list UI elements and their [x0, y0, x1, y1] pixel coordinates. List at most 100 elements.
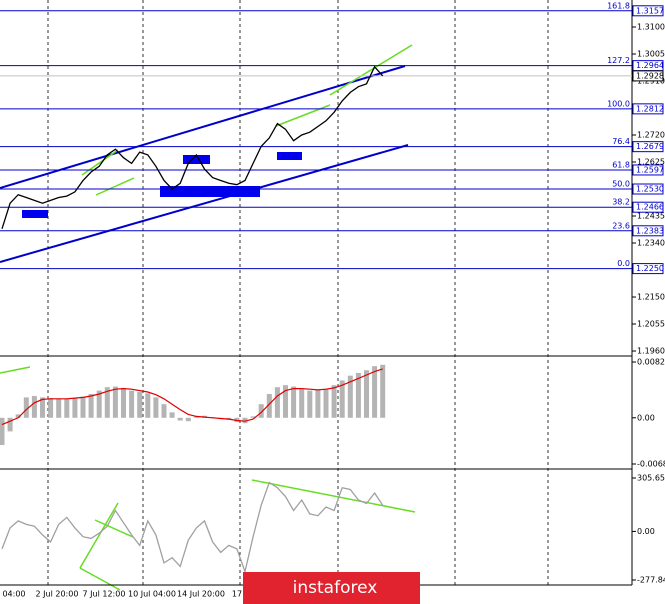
price-label: 1.2530	[636, 185, 664, 194]
histogram-bar	[331, 385, 337, 418]
last-label: 1.2928	[636, 71, 664, 80]
watermark-box	[243, 572, 420, 604]
channel-lower	[0, 144, 409, 263]
histogram-bar	[72, 398, 78, 418]
x-tick-label: 2 Jul 20:00	[36, 590, 79, 599]
histogram-bar	[258, 404, 264, 418]
fib-ratio: 161.8	[607, 1, 630, 10]
zone	[183, 155, 210, 164]
histogram-bar	[88, 394, 94, 418]
fib-ratio: 127.2	[607, 56, 630, 65]
trend-line	[79, 502, 119, 569]
histogram-bar	[121, 387, 126, 418]
histogram-bar	[40, 397, 45, 418]
x-tick-label: 7 Jul 12:00	[83, 590, 126, 599]
histogram-bar	[23, 397, 29, 418]
histogram-bar	[299, 389, 305, 418]
histogram-bar	[323, 388, 329, 418]
fib-ratio: 38.2	[612, 198, 630, 207]
histogram-bar	[0, 417, 5, 445]
histogram-bar	[193, 416, 199, 418]
histogram-bar	[307, 390, 313, 418]
zone	[22, 210, 48, 218]
histogram-bar	[161, 404, 167, 418]
histogram-bar	[347, 375, 353, 418]
price-label: 1.2812	[636, 104, 664, 113]
histogram-bar	[56, 398, 62, 418]
y-tick-label: 1.2340	[637, 239, 665, 248]
histogram-bar	[234, 417, 240, 422]
histogram-bar	[380, 364, 386, 418]
price-box	[632, 103, 664, 115]
histogram-bar	[339, 380, 345, 418]
y-tick-label: 0.00	[637, 527, 655, 536]
zone	[160, 186, 260, 197]
histogram-bar	[355, 372, 361, 418]
histogram-bar	[242, 417, 248, 424]
signal-line	[1, 368, 383, 426]
histogram-bar	[129, 390, 135, 418]
y-tick-label: -277.841	[637, 576, 665, 585]
histogram-bar	[274, 387, 280, 418]
histogram-bar	[185, 417, 191, 422]
price-box	[632, 141, 664, 153]
y-tick-label: 1.3100	[637, 23, 665, 32]
y-tick-label: 1.2055	[637, 320, 665, 329]
y-tick-label: 1.2150	[637, 293, 665, 302]
channel-upper	[0, 65, 406, 189]
histogram-bar	[96, 390, 102, 418]
histogram-bar	[112, 386, 118, 418]
x-tick-label: 14 Jul 20:00	[177, 590, 225, 599]
fib-ratio: 23.6	[612, 221, 630, 230]
histogram-bar	[48, 398, 54, 418]
histogram-bar	[15, 414, 21, 418]
histogram-bar	[177, 417, 183, 421]
trend-line	[0, 366, 31, 374]
y-tick-label: 1.3005	[637, 50, 665, 59]
x-tick-label: 10 Jul 04:00	[128, 590, 176, 599]
price-label: 1.3157	[636, 6, 664, 15]
price-box	[632, 183, 664, 195]
histogram-bar	[104, 387, 110, 418]
x-tick-label: 17	[232, 590, 242, 599]
histogram-bar	[145, 393, 151, 418]
watermark: instaforex	[293, 578, 378, 598]
histogram-bar	[153, 397, 159, 418]
histogram-bar	[291, 386, 297, 418]
y-tick-label: 1.2435	[637, 212, 665, 221]
fib-ratio: 100.0	[607, 99, 630, 108]
x-tick-label: 04:00	[2, 590, 25, 599]
last-box	[632, 70, 664, 82]
histogram-bar	[266, 394, 272, 418]
trend-line	[95, 177, 135, 196]
fib-ratio: 61.8	[612, 160, 630, 169]
time-grid	[47, 0, 549, 585]
fib-ratio: 50.0	[612, 180, 630, 189]
price-label: 1.2679	[636, 142, 664, 151]
price-box	[632, 201, 664, 213]
trend-line	[81, 149, 119, 176]
price-box	[632, 164, 664, 176]
y-tick-label: 305.6521	[637, 474, 665, 483]
price-label: 1.2383	[636, 226, 664, 235]
price-box	[632, 5, 664, 17]
histogram-bar	[137, 391, 143, 418]
histogram-bar	[7, 417, 13, 432]
trend-line	[94, 519, 134, 538]
y-tick-label: 0.00821	[637, 358, 665, 367]
histogram-bar	[80, 396, 86, 418]
price-label: 1.2964	[636, 61, 664, 70]
y-tick-label: 1.1960	[637, 347, 665, 356]
price-line	[1, 65, 384, 229]
trend-line	[329, 44, 413, 96]
price-box	[632, 225, 664, 237]
y-tick-label: 0.00	[637, 413, 655, 422]
y-tick-label: 1.2720	[637, 131, 665, 140]
price-line	[1, 481, 384, 574]
fib-ratio: 76.4	[612, 137, 630, 146]
histogram-bar	[283, 385, 288, 418]
fib-ratio: 0.0	[617, 259, 630, 268]
histogram-bar	[372, 366, 378, 418]
